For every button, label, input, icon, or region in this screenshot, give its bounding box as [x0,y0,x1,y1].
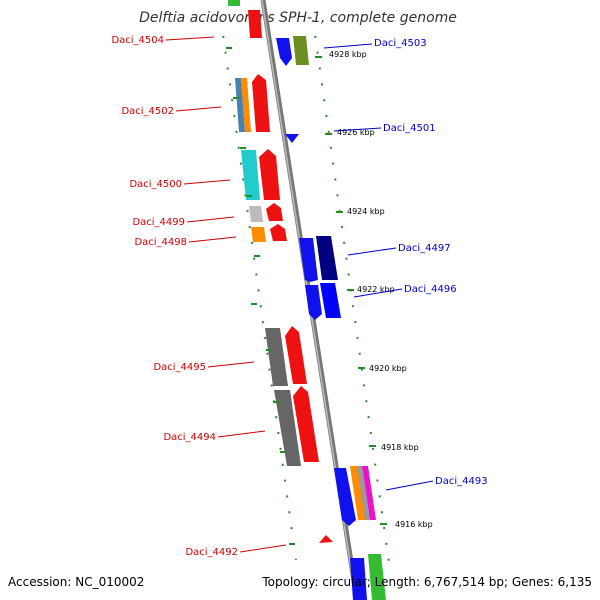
gene-block-bottom-green[interactable] [368,554,386,600]
gene-label-daci-4498[interactable]: Daci_4498 [134,237,187,248]
leader-line [217,430,266,438]
gene-block-daci-4495-red[interactable] [285,326,307,384]
gene-block-daci-4496-bright[interactable] [320,283,341,318]
scale-label: 4920 kbp [369,364,407,373]
leader-line [239,544,287,553]
gene-label-daci-4493[interactable]: Daci_4493 [435,476,488,487]
gene-label-daci-4496[interactable]: Daci_4496 [404,284,457,295]
gene-label-daci-4495[interactable]: Daci_4495 [153,362,206,373]
gene-labels-left: Daci_4504 Daci_4502 Daci_4500 Daci_4499 … [111,35,287,558]
scale-label: 4916 kbp [395,520,433,529]
gene-label-daci-4492[interactable]: Daci_4492 [185,547,238,558]
leader-line [207,361,255,368]
gene-block-daci-4499-grey[interactable] [249,206,263,222]
scale-ticks [226,47,387,545]
scale-label: 4918 kbp [381,443,419,452]
leader-line [165,36,215,41]
gene-block-daci-4492[interactable] [319,535,333,543]
topology-text: Topology: circular; Length: 6,767,514 bp… [261,575,592,589]
gene-block-daci-4497-blue[interactable] [299,238,318,282]
gene-block-daci-4502-red[interactable] [252,74,270,132]
leader-line [353,288,403,298]
left-guide-line [220,19,297,561]
gene-block-bottom-blue[interactable] [350,558,367,600]
gene-block-top-green[interactable] [228,0,240,6]
gene-block-daci-4493-blue[interactable] [334,468,356,526]
gene-block-daci-4493-magenta[interactable] [362,466,376,520]
scale-label: 4922 kbp [357,285,395,294]
gene-blocks-right [276,36,386,600]
gene-block-daci-4504[interactable] [248,10,262,38]
gene-block-daci-4497-navy[interactable] [316,236,338,280]
gene-blocks-left [228,0,333,543]
gene-labels-right: Daci_4503 Daci_4501 Daci_4497 Daci_4496 … [323,38,488,491]
gene-block-daci-4502-orange[interactable] [241,78,251,132]
gene-block-daci-4502-blue[interactable] [235,78,245,132]
gene-block-daci-4498-red[interactable] [270,224,287,241]
scale-label: 4924 kbp [347,207,385,216]
gene-block-daci-4503-olive[interactable] [293,36,309,65]
leader-line [323,43,373,49]
leader-line [347,247,397,256]
gene-block-daci-4494-grey[interactable] [274,390,301,466]
gene-label-daci-4497[interactable]: Daci_4497 [398,243,451,254]
gene-label-daci-4503[interactable]: Daci_4503 [374,38,427,49]
gene-label-daci-4499[interactable]: Daci_4499 [132,217,185,228]
gene-block-daci-4500-cyan[interactable] [241,150,260,200]
gene-label-daci-4504[interactable]: Daci_4504 [111,35,164,46]
leader-line [333,127,382,132]
leader-line [186,216,235,223]
leader-line [175,106,222,112]
gene-block-daci-4494-red[interactable] [293,386,319,462]
leader-line [188,236,237,243]
accession-text: Accession: NC_010002 [8,575,144,589]
gene-block-daci-4501[interactable] [285,134,299,143]
scale-label: 4926 kbp [337,128,375,137]
gene-label-daci-4501[interactable]: Daci_4501 [383,123,436,134]
gene-block-daci-4495-grey[interactable] [265,328,288,386]
scale-labels: 4928 kbp 4926 kbp 4924 kbp 4922 kbp 4920… [329,50,433,529]
gene-block-daci-4493-orange[interactable] [350,466,366,520]
gene-label-daci-4494[interactable]: Daci_4494 [163,432,216,443]
leader-line [183,179,231,185]
gene-block-daci-4496-blue[interactable] [305,285,322,320]
gene-label-daci-4502[interactable]: Daci_4502 [121,106,174,117]
gene-block-daci-4498-orange[interactable] [251,227,266,242]
scale-label: 4928 kbp [329,50,367,59]
gene-block-daci-4499-red[interactable] [266,203,283,221]
map-title: Delftia acidovorans SPH-1, complete geno… [139,10,457,26]
gene-block-daci-4493-grey[interactable] [357,466,370,520]
gene-block-daci-4500-red[interactable] [259,149,280,200]
gene-block-daci-4503-blue[interactable] [276,38,292,66]
leader-line [385,480,434,491]
gene-label-daci-4500[interactable]: Daci_4500 [129,179,182,190]
